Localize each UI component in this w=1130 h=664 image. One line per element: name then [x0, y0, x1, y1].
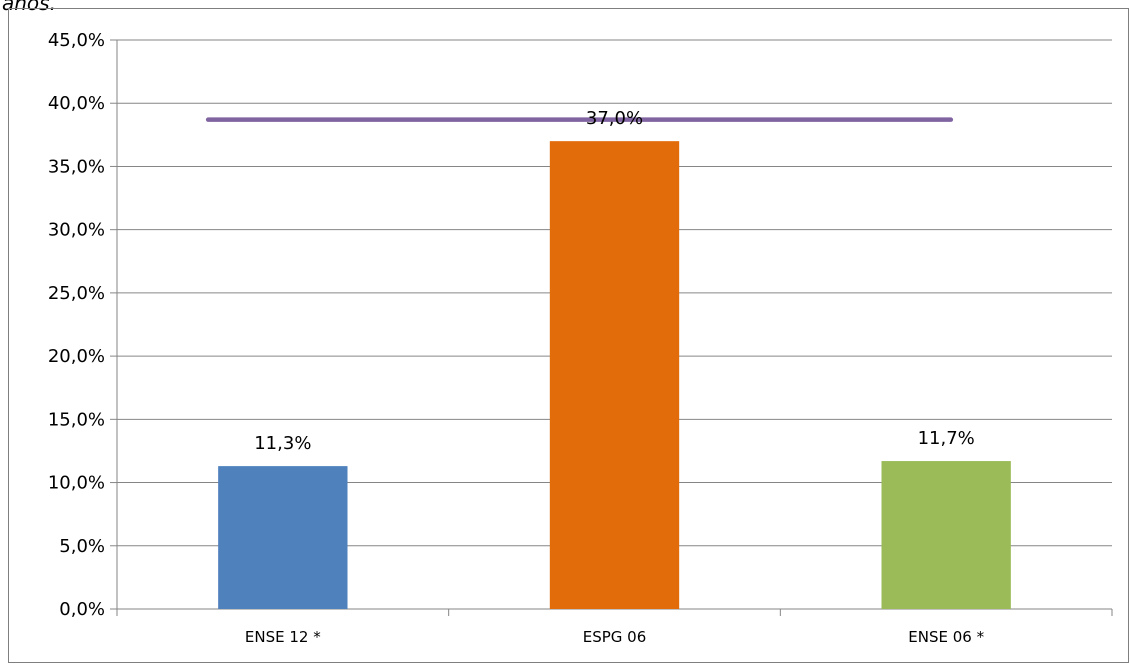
bars [218, 141, 1011, 609]
x-tick-labels: ENSE 12 * ESPG 06 ENSE 06 * [245, 628, 985, 646]
x-tick-label: ESPG 06 [583, 628, 647, 646]
chart-frame [8, 8, 1129, 663]
y-tick-labels: 0,0% 5,0% 10,0% 15,0% 20,0% 25,0% 30,0% 35,0% 40… [48, 30, 105, 620]
data-label: 11,7% [918, 428, 975, 449]
data-label: 11,3% [254, 433, 311, 454]
bar [881, 461, 1011, 609]
y-tick-label: 5,0% [59, 536, 105, 557]
x-tick-label: ENSE 06 * [908, 628, 984, 646]
data-label: 37,0% [586, 108, 643, 129]
y-tick-label: 0,0% [59, 599, 105, 620]
y-tick-label: 25,0% [48, 283, 105, 304]
y-tick-label: 30,0% [48, 220, 105, 241]
data-labels: 11,3% 37,0% 11,7% [254, 108, 975, 454]
y-tick-label: 15,0% [48, 409, 105, 430]
y-tick-label: 40,0% [48, 93, 105, 114]
caption-fragment: años. [2, 0, 56, 15]
y-tick-label: 35,0% [48, 156, 105, 177]
x-tick-label: ENSE 12 * [245, 628, 321, 646]
bar [218, 466, 348, 609]
bar [549, 141, 680, 609]
y-tick-label: 45,0% [48, 30, 105, 51]
y-tick-label: 10,0% [48, 473, 105, 494]
y-tick-label: 20,0% [48, 346, 105, 367]
